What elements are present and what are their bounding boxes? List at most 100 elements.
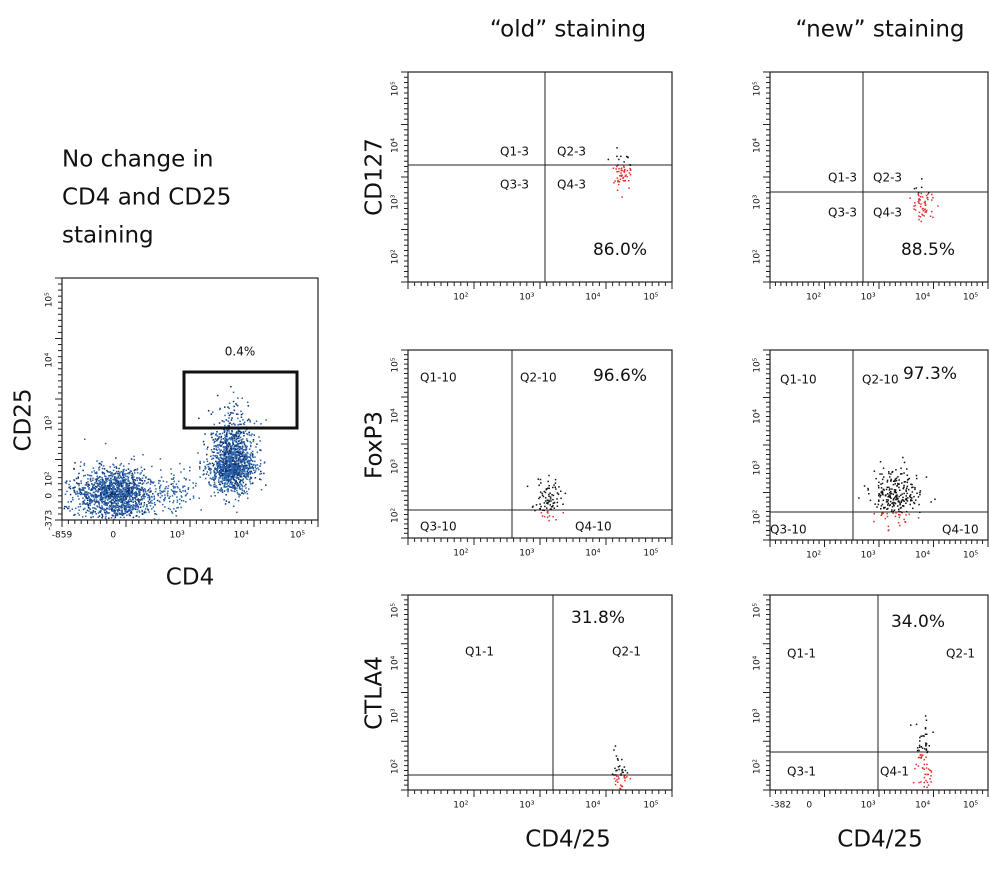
event-dot <box>130 512 133 514</box>
event-dot <box>237 462 240 464</box>
event-dot <box>234 448 237 450</box>
event-dot <box>227 412 229 414</box>
event-dot <box>237 424 239 426</box>
event-dot <box>254 460 256 463</box>
event-dot <box>239 447 242 449</box>
event-dot <box>241 397 243 399</box>
event-dot <box>245 477 247 479</box>
event-dot <box>94 496 97 498</box>
event-dot <box>134 469 136 471</box>
event-dot <box>242 460 244 462</box>
event-dot <box>127 503 129 505</box>
event-dot <box>127 505 130 507</box>
event-dot <box>123 502 125 505</box>
event-dot <box>222 468 224 470</box>
event-dot <box>863 485 866 487</box>
event-dot <box>243 457 245 459</box>
event-dot <box>124 498 126 501</box>
event-dot <box>903 486 905 488</box>
event-dot <box>886 493 889 495</box>
event-dot <box>906 485 909 488</box>
event-dot <box>134 497 136 499</box>
event-dot <box>231 481 234 484</box>
event-dot <box>223 441 225 443</box>
event-dot <box>224 461 227 463</box>
event-dot <box>910 724 912 726</box>
event-dot <box>243 465 245 468</box>
event-dot <box>74 491 76 494</box>
event-dot <box>541 515 544 517</box>
x-tick-label: 10⁴ <box>915 801 930 811</box>
event-dot <box>121 504 123 507</box>
event-dot <box>140 466 143 469</box>
event-dot <box>248 465 251 468</box>
event-dot <box>173 477 175 479</box>
event-dot <box>115 479 118 482</box>
event-dot <box>132 478 134 481</box>
event-dot <box>109 481 111 484</box>
event-dot <box>238 440 240 442</box>
event-dot <box>224 414 226 417</box>
event-dot <box>915 187 918 189</box>
event-dot <box>623 170 626 172</box>
event-dot <box>105 502 107 504</box>
event-dot <box>216 440 218 442</box>
event-dot <box>108 485 110 487</box>
event-dot <box>126 495 128 498</box>
event-dot <box>250 434 252 437</box>
event-dot <box>140 479 142 481</box>
event-dot <box>216 394 219 397</box>
event-dot <box>224 503 227 505</box>
event-dot <box>893 489 896 491</box>
event-dot <box>224 470 226 472</box>
event-dot <box>920 746 923 748</box>
event-dot <box>241 441 244 443</box>
event-dot <box>151 508 153 510</box>
y-tick-label: 10⁴ <box>391 138 401 153</box>
event-dot <box>927 193 929 195</box>
event-dot <box>131 486 133 488</box>
event-dot <box>143 495 145 498</box>
event-dot <box>113 500 116 503</box>
event-dot <box>556 492 559 494</box>
event-dot <box>252 453 254 456</box>
event-dot <box>246 445 248 448</box>
event-dot <box>264 461 266 463</box>
event-dot <box>219 441 222 444</box>
event-dot <box>107 502 110 505</box>
event-dot <box>179 498 181 501</box>
event-dot <box>82 497 84 499</box>
event-dot <box>236 481 238 484</box>
event-dot <box>92 479 94 482</box>
event-dot <box>105 481 107 484</box>
event-dot <box>115 512 118 515</box>
event-dot <box>175 491 177 493</box>
event-dot <box>102 492 104 494</box>
event-dot <box>908 488 910 491</box>
note-line: CD4 and CD25 <box>62 185 231 211</box>
event-dot <box>92 477 94 480</box>
event-dot <box>204 467 207 469</box>
y-tick-label: 10⁵ <box>753 81 763 96</box>
event-dot <box>162 491 164 493</box>
event-dot <box>115 476 117 479</box>
event-dot <box>94 511 96 513</box>
event-dot <box>136 508 139 511</box>
event-dot <box>246 401 249 403</box>
event-dot <box>229 479 232 482</box>
event-dot <box>98 484 100 486</box>
event-dot <box>123 500 125 502</box>
event-dot <box>101 508 103 510</box>
event-dot <box>225 477 227 479</box>
event-dot <box>217 446 219 448</box>
event-dot <box>901 499 904 501</box>
event-dot <box>74 462 76 464</box>
event-dot <box>878 493 880 495</box>
event-dot <box>232 476 235 478</box>
event-dot <box>80 492 83 494</box>
event-dot <box>75 493 77 495</box>
event-dot <box>222 446 225 448</box>
event-dot <box>127 489 129 491</box>
event-dot <box>543 515 546 518</box>
event-dot <box>89 498 91 500</box>
